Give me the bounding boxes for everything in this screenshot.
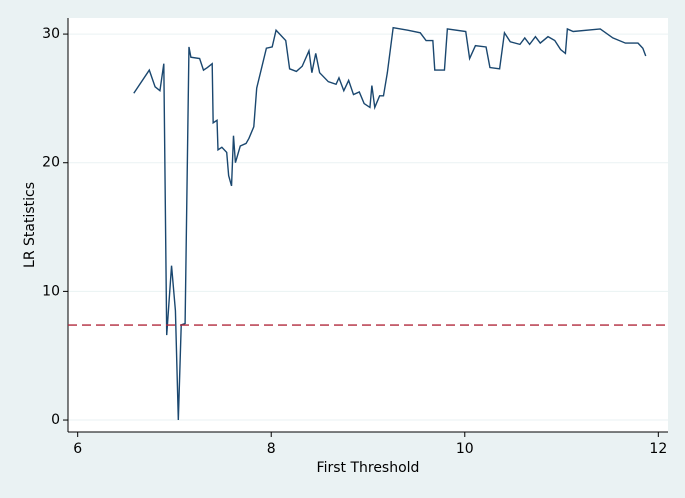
x-tick-label: 8: [267, 441, 276, 457]
y-tick-label: 0: [51, 412, 60, 428]
y-axis-title: LR Statistics: [22, 182, 38, 268]
plot-area: [68, 18, 668, 432]
x-tick-label: 6: [73, 441, 82, 457]
y-tick-label: 20: [42, 155, 60, 171]
y-tick-label: 10: [42, 283, 60, 299]
data-line: [133, 26, 647, 421]
x-tick-label: 12: [649, 441, 667, 457]
y-tick-label: 30: [42, 26, 60, 42]
x-axis-title: First Threshold: [317, 460, 420, 476]
x-tick-label: 10: [456, 441, 474, 457]
